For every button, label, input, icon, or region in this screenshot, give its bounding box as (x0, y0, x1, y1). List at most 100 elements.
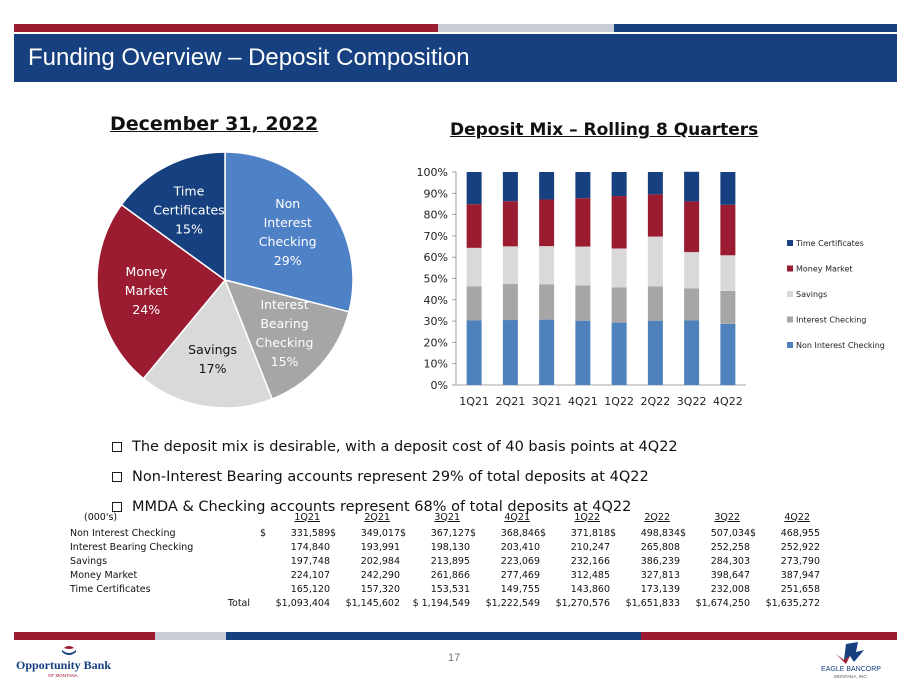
pie-slice (224, 151, 354, 313)
currency-symbol: $ (750, 527, 757, 539)
bar-segment (466, 320, 482, 385)
page-number: 17 (448, 652, 461, 664)
opportunity-bank-logo: Opportunity Bank OF MONTANA (16, 646, 111, 678)
bar-segment (684, 252, 700, 289)
bar-segment (647, 320, 663, 385)
y-tick-label: 50% (424, 273, 448, 286)
bar-segment (539, 199, 555, 247)
pie-slice-label: Time Certificates 15% (153, 183, 224, 236)
total-cell: $1,270,576 (555, 597, 610, 609)
table-cell: 224,107 (290, 569, 330, 581)
bar-segment (611, 322, 627, 385)
table-cell: 398,647 (710, 569, 750, 581)
bar-segment (684, 288, 700, 321)
table-cell: 507,034 (710, 527, 750, 539)
checkbox-bullet-icon (112, 442, 122, 452)
table-cell: 223,069 (500, 555, 540, 567)
table-total-row: Total $1,093,404 $1,145,602 $ 1,194,549 $1,2… (70, 596, 820, 610)
total-cell: $1,651,833 (625, 597, 680, 609)
bar-segment (611, 172, 627, 197)
currency-symbol: $ (330, 527, 337, 539)
total-cell: $1,635,272 (765, 597, 820, 609)
bar-segment (720, 255, 736, 291)
y-tick-label: 80% (424, 209, 448, 222)
deposit-mix-bar-chart: 0% 10% 20% 30% 40% 50% 60% 70% 80% 90% 100% 1Q21 2Q2… (417, 166, 885, 408)
table-cell: 371,818 (570, 527, 610, 539)
row-label: Time Certificates (70, 583, 151, 595)
accent-gray (437, 24, 615, 32)
deposit-pie-chart: Non Interest Checking 29% Interest Bearing Che… (96, 151, 354, 409)
x-tick-label: 3Q22 (677, 395, 707, 408)
bar-chart-title: Deposit Mix – Rolling 8 Quarters (450, 120, 759, 140)
y-tick-label: 100% (417, 166, 448, 179)
table-row: Interest Bearing Checking 174,840 193,991 1… (70, 540, 820, 554)
bar-segment (575, 172, 591, 199)
column-header: 3Q21 (434, 511, 460, 523)
footer-accent-bar (14, 632, 897, 640)
table-row: Non Interest Checking $331,589 $349,017 $36… (70, 526, 820, 540)
table-cell: 198,130 (430, 541, 470, 553)
total-cell: $1,145,602 (345, 597, 400, 609)
bar-segment (502, 284, 518, 321)
table-cell: 213,895 (430, 555, 470, 567)
x-tick-label: 1Q21 (459, 395, 489, 408)
currency-symbol: $ (610, 527, 617, 539)
bar-segment (575, 320, 591, 385)
legend-label: Savings (796, 290, 827, 299)
bar-segment (647, 194, 663, 237)
pie-slice (120, 151, 226, 282)
table-cell: 265,808 (640, 541, 680, 553)
pie-slice (96, 203, 227, 380)
bar-segment (502, 320, 518, 385)
bar-segment (575, 285, 591, 321)
table-cell: 149,755 (500, 583, 540, 595)
bar-segment (684, 320, 700, 385)
total-cell: $ 1,194,549 (412, 597, 470, 609)
bar-segment (575, 198, 591, 247)
svg-text:MONTANA, INC.: MONTANA, INC. (834, 674, 868, 679)
currency-symbol: $ (540, 527, 547, 539)
y-tick-label: 30% (424, 315, 448, 328)
bar-segment (466, 204, 482, 248)
x-tick-label: 4Q22 (713, 395, 743, 408)
table-cell: 232,166 (570, 555, 610, 567)
table-cell: 210,247 (570, 541, 610, 553)
total-cell: $1,222,549 (485, 597, 540, 609)
bar-segment (684, 171, 700, 202)
x-tick-label: 1Q22 (604, 395, 634, 408)
table-cell: 193,991 (360, 541, 400, 553)
table-row: Money Market 224,107 242,290 261,866 277,469… (70, 568, 820, 582)
table-cell: 327,813 (640, 569, 680, 581)
table-cell: 157,320 (360, 583, 400, 595)
slide-header: Funding Overview – Deposit Composition (14, 34, 897, 82)
table-cell: 252,258 (710, 541, 750, 553)
y-tick-label: 20% (424, 336, 448, 349)
column-header: 2Q21 (364, 511, 390, 523)
column-header: 4Q21 (504, 511, 530, 523)
table-cell: 252,922 (780, 541, 820, 553)
pie-slice (142, 278, 274, 409)
table-row: Time Certificates 165,120 157,320 153,531 14… (70, 582, 820, 596)
svg-text:Opportunity Bank: Opportunity Bank (16, 658, 111, 672)
total-label: Total (227, 597, 250, 609)
table-cell: 368,846 (500, 527, 540, 539)
legend-label: Interest Checking (796, 316, 866, 325)
deposit-table: (000's) 1Q21 2Q21 3Q21 4Q21 1Q22 2Q22 3Q22 4Q22 N… (70, 508, 820, 610)
column-header: 1Q22 (574, 511, 600, 523)
x-tick-label: 2Q21 (496, 395, 526, 408)
bar-segment (611, 196, 627, 249)
bar-segment (539, 319, 555, 385)
bullet-item: The deposit mix is desirable, with a dep… (112, 432, 678, 462)
legend-label: Money Market (796, 265, 853, 274)
table-cell: 251,658 (780, 583, 820, 595)
y-tick-label: 70% (424, 230, 448, 243)
bullet-list: The deposit mix is desirable, with a dep… (112, 432, 678, 522)
currency-symbol: $ (260, 527, 267, 539)
table-cell: 174,840 (290, 541, 330, 553)
table-cell: 331,589 (290, 527, 330, 539)
slide-title: Funding Overview – Deposit Composition (28, 44, 470, 71)
bar-segment (720, 323, 736, 385)
pie-slice-label: Non Interest Checking 29% (259, 196, 317, 268)
bar-segment (502, 201, 518, 247)
bar-segment (720, 204, 736, 256)
